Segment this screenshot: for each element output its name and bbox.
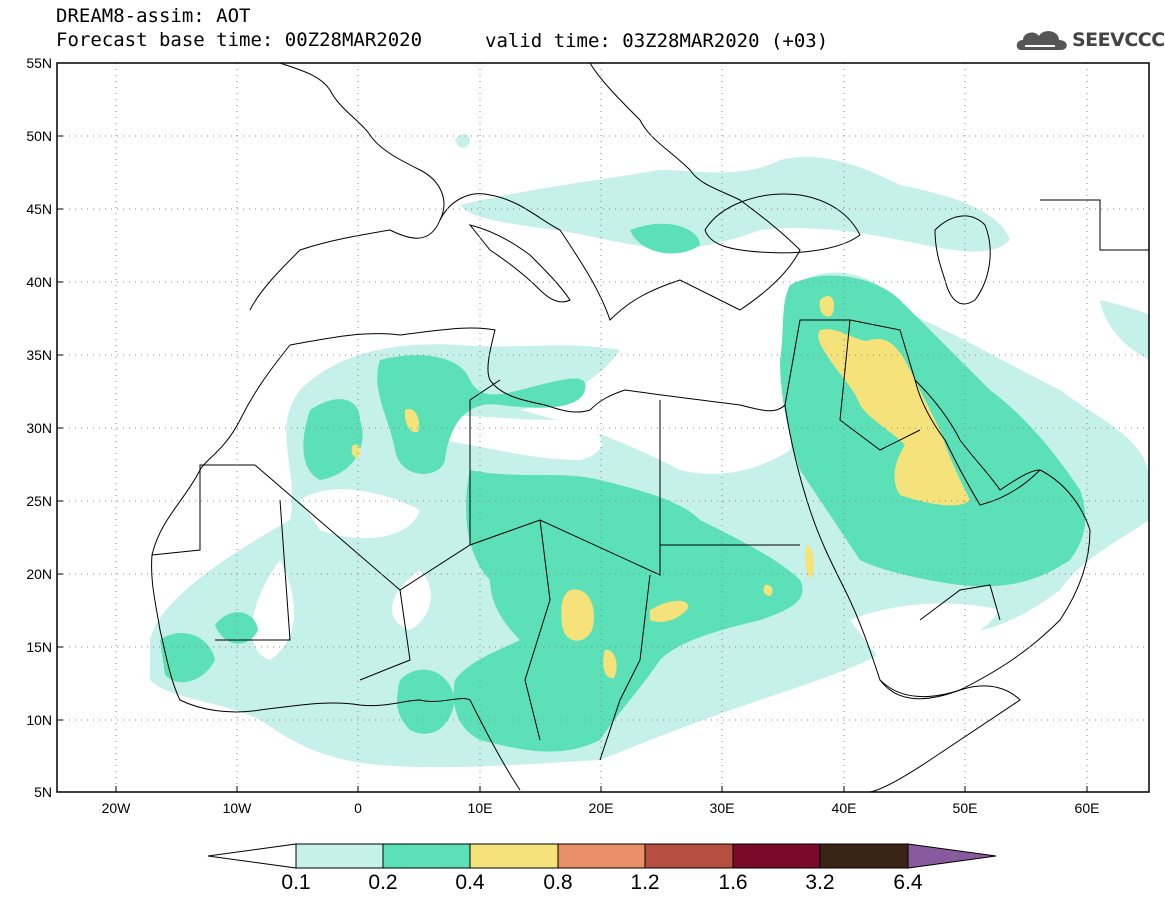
- lat-label: 35N: [26, 347, 52, 363]
- coastlines: [151, 63, 1149, 792]
- colorbar-label: 6.4: [893, 871, 923, 894]
- colorbar-label: 1.6: [718, 871, 748, 894]
- colorbar-swatch-6: [819, 843, 909, 869]
- colorbar-swatch-1: [382, 843, 471, 869]
- lat-label: 50N: [26, 128, 52, 144]
- colorbar-label: 0.1: [281, 871, 311, 894]
- lat-label: 55N: [26, 55, 52, 71]
- lon-label: 10E: [467, 800, 493, 816]
- lon-label: 60E: [1074, 800, 1100, 816]
- cloud-icon: [1016, 31, 1067, 50]
- lat-label: 10N: [26, 712, 52, 728]
- colorbar-label: 0.2: [368, 871, 398, 894]
- colorbar-label: 0.8: [543, 871, 573, 894]
- lat-label: 40N: [26, 274, 52, 290]
- lon-label: 10W: [222, 800, 252, 816]
- lon-label: 0: [354, 800, 362, 816]
- lat-label: 25N: [26, 493, 52, 509]
- colorbar-arrow-high: [907, 843, 997, 869]
- lat-label: 15N: [26, 639, 52, 655]
- aot-band-0.2-a: [303, 399, 363, 480]
- colorbar-label: 3.2: [805, 871, 835, 894]
- map-title: DREAM8-assim: AOT: [56, 5, 251, 27]
- colorbar-swatch-2: [469, 843, 559, 869]
- colorbar-swatch-4: [644, 843, 734, 869]
- colorbar-label: 0.4: [455, 871, 485, 894]
- lat-label: 5N: [34, 784, 52, 800]
- lon-label: 50E: [952, 800, 978, 816]
- base-time: Forecast base time: 00Z28MAR2020: [56, 29, 423, 51]
- colorbar-swatch-3: [557, 843, 646, 869]
- aot-band-0.4: [819, 295, 835, 317]
- aot-field: [150, 134, 1149, 768]
- colorbar-swatch-0: [295, 843, 384, 869]
- lat-label: 45N: [26, 201, 52, 217]
- aot-band-0.2-sahara: [453, 470, 803, 752]
- lat-label: 20N: [26, 566, 52, 582]
- colorbar: [207, 843, 997, 869]
- lon-label: 30E: [709, 800, 735, 816]
- colorbar-arrow-low: [207, 843, 297, 869]
- valid-time: valid time: 03Z28MAR2020 (+03): [485, 30, 829, 52]
- lon-label: 20E: [588, 800, 614, 816]
- lon-label: 20W: [101, 800, 131, 816]
- logo-text: SEEVCCC: [1072, 29, 1165, 51]
- gridlines: [57, 63, 1149, 792]
- lat-label: 30N: [26, 420, 52, 436]
- colorbar-label: 1.2: [630, 871, 660, 894]
- colorbar-swatch-5: [732, 843, 821, 869]
- lon-label: 40E: [831, 800, 857, 816]
